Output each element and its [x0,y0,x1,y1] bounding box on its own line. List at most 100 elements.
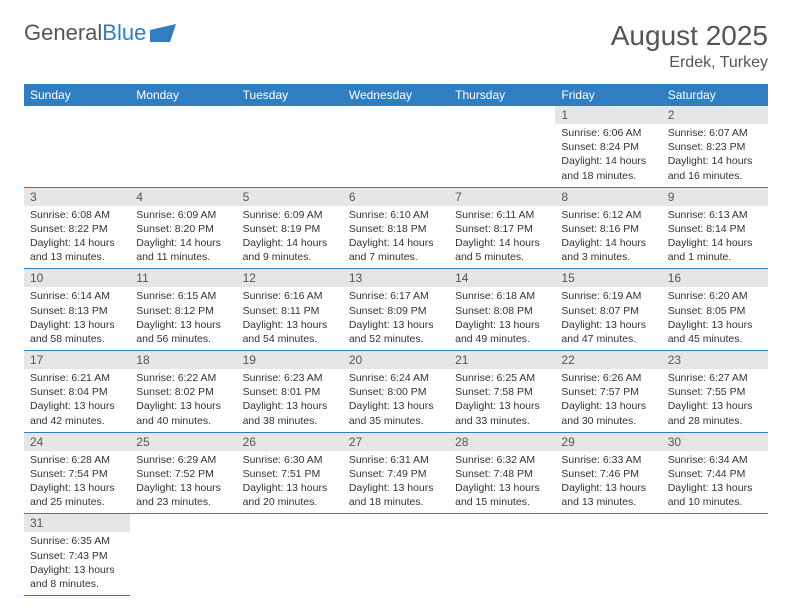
dow-header: Thursday [449,84,555,106]
calendar-cell: 3Sunrise: 6:08 AMSunset: 8:22 PMDaylight… [24,187,130,269]
calendar-cell: 18Sunrise: 6:22 AMSunset: 8:02 PMDayligh… [130,351,236,433]
calendar-cell-empty [130,514,236,596]
calendar-cell: 23Sunrise: 6:27 AMSunset: 7:55 PMDayligh… [662,351,768,433]
calendar-cell-empty [662,514,768,596]
logo-text-1: General [24,20,102,46]
title-block: August 2025 Erdek, Turkey [611,20,768,72]
sunrise-text: Sunrise: 6:31 AM [349,453,443,467]
sunrise-text: Sunrise: 6:12 AM [561,208,655,222]
calendar-cell: 14Sunrise: 6:18 AMSunset: 8:08 PMDayligh… [449,269,555,351]
sunrise-text: Sunrise: 6:26 AM [561,371,655,385]
sunset-text: Sunset: 7:57 PM [561,385,655,399]
daylight-text: Daylight: 13 hours and 49 minutes. [455,318,549,346]
day-number: 4 [130,188,236,206]
sunset-text: Sunset: 8:18 PM [349,222,443,236]
daylight-text: Daylight: 13 hours and 25 minutes. [30,481,124,509]
day-details: Sunrise: 6:32 AMSunset: 7:48 PMDaylight:… [449,451,555,514]
sunset-text: Sunset: 7:48 PM [455,467,549,481]
calendar-cell: 13Sunrise: 6:17 AMSunset: 8:09 PMDayligh… [343,269,449,351]
sunset-text: Sunset: 8:13 PM [30,304,124,318]
calendar-cell: 25Sunrise: 6:29 AMSunset: 7:52 PMDayligh… [130,432,236,514]
daylight-text: Daylight: 13 hours and 23 minutes. [136,481,230,509]
sunrise-text: Sunrise: 6:15 AM [136,289,230,303]
daylight-text: Daylight: 13 hours and 30 minutes. [561,399,655,427]
daylight-text: Daylight: 13 hours and 20 minutes. [243,481,337,509]
day-number: 2 [662,106,768,124]
daylight-text: Daylight: 13 hours and 45 minutes. [668,318,762,346]
sunset-text: Sunset: 8:09 PM [349,304,443,318]
daylight-text: Daylight: 13 hours and 10 minutes. [668,481,762,509]
sunset-text: Sunset: 7:46 PM [561,467,655,481]
day-details: Sunrise: 6:30 AMSunset: 7:51 PMDaylight:… [237,451,343,514]
sunrise-text: Sunrise: 6:21 AM [30,371,124,385]
calendar-cell: 19Sunrise: 6:23 AMSunset: 8:01 PMDayligh… [237,351,343,433]
calendar-cell-empty [449,106,555,187]
day-number: 22 [555,351,661,369]
calendar-cell: 11Sunrise: 6:15 AMSunset: 8:12 PMDayligh… [130,269,236,351]
calendar-cell: 26Sunrise: 6:30 AMSunset: 7:51 PMDayligh… [237,432,343,514]
dow-header: Saturday [662,84,768,106]
daylight-text: Daylight: 14 hours and 5 minutes. [455,236,549,264]
calendar-cell: 27Sunrise: 6:31 AMSunset: 7:49 PMDayligh… [343,432,449,514]
day-details: Sunrise: 6:09 AMSunset: 8:20 PMDaylight:… [130,206,236,269]
day-details: Sunrise: 6:12 AMSunset: 8:16 PMDaylight:… [555,206,661,269]
day-details: Sunrise: 6:17 AMSunset: 8:09 PMDaylight:… [343,287,449,350]
calendar-cell: 15Sunrise: 6:19 AMSunset: 8:07 PMDayligh… [555,269,661,351]
day-details: Sunrise: 6:10 AMSunset: 8:18 PMDaylight:… [343,206,449,269]
sunrise-text: Sunrise: 6:29 AM [136,453,230,467]
day-details: Sunrise: 6:14 AMSunset: 8:13 PMDaylight:… [24,287,130,350]
day-number: 17 [24,351,130,369]
sunrise-text: Sunrise: 6:16 AM [243,289,337,303]
sunrise-text: Sunrise: 6:17 AM [349,289,443,303]
sunrise-text: Sunrise: 6:28 AM [30,453,124,467]
day-number: 12 [237,269,343,287]
sunrise-text: Sunrise: 6:24 AM [349,371,443,385]
daylight-text: Daylight: 14 hours and 16 minutes. [668,154,762,182]
sunrise-text: Sunrise: 6:08 AM [30,208,124,222]
calendar-cell: 31Sunrise: 6:35 AMSunset: 7:43 PMDayligh… [24,514,130,596]
daylight-text: Daylight: 14 hours and 13 minutes. [30,236,124,264]
sunrise-text: Sunrise: 6:06 AM [561,126,655,140]
sunset-text: Sunset: 8:02 PM [136,385,230,399]
sunrise-text: Sunrise: 6:20 AM [668,289,762,303]
day-details: Sunrise: 6:07 AMSunset: 8:23 PMDaylight:… [662,124,768,187]
month-title: August 2025 [611,20,768,52]
day-number: 30 [662,433,768,451]
day-number: 21 [449,351,555,369]
sunrise-text: Sunrise: 6:19 AM [561,289,655,303]
daylight-text: Daylight: 13 hours and 38 minutes. [243,399,337,427]
day-number: 23 [662,351,768,369]
sunrise-text: Sunrise: 6:30 AM [243,453,337,467]
day-details: Sunrise: 6:22 AMSunset: 8:02 PMDaylight:… [130,369,236,432]
calendar-body: 1Sunrise: 6:06 AMSunset: 8:24 PMDaylight… [24,106,768,596]
daylight-text: Daylight: 13 hours and 28 minutes. [668,399,762,427]
day-number: 5 [237,188,343,206]
calendar-row: 3Sunrise: 6:08 AMSunset: 8:22 PMDaylight… [24,187,768,269]
daylight-text: Daylight: 13 hours and 8 minutes. [30,563,124,591]
calendar-row: 24Sunrise: 6:28 AMSunset: 7:54 PMDayligh… [24,432,768,514]
day-details: Sunrise: 6:11 AMSunset: 8:17 PMDaylight:… [449,206,555,269]
day-number: 11 [130,269,236,287]
day-details: Sunrise: 6:26 AMSunset: 7:57 PMDaylight:… [555,369,661,432]
sunrise-text: Sunrise: 6:09 AM [136,208,230,222]
dow-header: Tuesday [237,84,343,106]
logo-text-2: Blue [102,20,146,46]
daylight-text: Daylight: 14 hours and 3 minutes. [561,236,655,264]
sunrise-text: Sunrise: 6:09 AM [243,208,337,222]
day-number: 31 [24,514,130,532]
calendar-cell-empty [237,514,343,596]
daylight-text: Daylight: 13 hours and 56 minutes. [136,318,230,346]
daylight-text: Daylight: 14 hours and 1 minute. [668,236,762,264]
dow-header: Friday [555,84,661,106]
sunset-text: Sunset: 8:04 PM [30,385,124,399]
day-details: Sunrise: 6:18 AMSunset: 8:08 PMDaylight:… [449,287,555,350]
sunrise-text: Sunrise: 6:27 AM [668,371,762,385]
day-number: 14 [449,269,555,287]
daylight-text: Daylight: 14 hours and 18 minutes. [561,154,655,182]
calendar-cell: 12Sunrise: 6:16 AMSunset: 8:11 PMDayligh… [237,269,343,351]
calendar-cell-empty [555,514,661,596]
day-number: 27 [343,433,449,451]
calendar-cell: 21Sunrise: 6:25 AMSunset: 7:58 PMDayligh… [449,351,555,433]
daylight-text: Daylight: 13 hours and 18 minutes. [349,481,443,509]
day-number: 13 [343,269,449,287]
